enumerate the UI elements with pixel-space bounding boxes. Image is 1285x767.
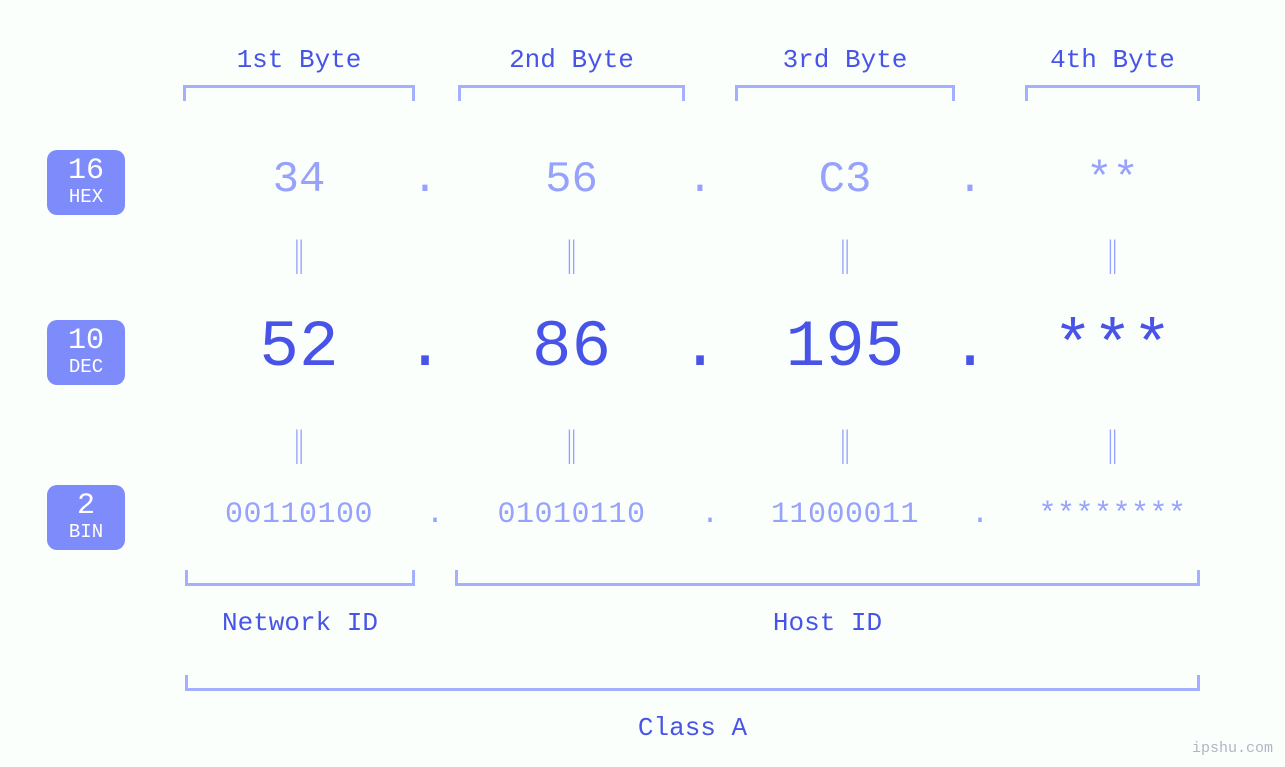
bracket-byte-4 xyxy=(1025,85,1200,101)
hex-byte-1: 34 xyxy=(183,155,415,205)
badge-hex-txt: HEX xyxy=(47,188,125,207)
equals-1-1: || xyxy=(235,234,363,277)
equals-1-3: || xyxy=(785,234,906,277)
bin-byte-1: 00110100 xyxy=(183,498,415,532)
bracket-byte-3 xyxy=(735,85,955,101)
bin-byte-2: 01010110 xyxy=(458,498,685,532)
bin-byte-3: 11000011 xyxy=(735,498,955,532)
bin-dot-2: . xyxy=(690,498,730,532)
byte-label-4: 4th Byte xyxy=(1025,45,1200,75)
equals-2-3: || xyxy=(785,424,906,467)
badge-dec-txt: DEC xyxy=(47,358,125,377)
dec-byte-2: 86 xyxy=(458,310,685,385)
dec-byte-1: 52 xyxy=(183,310,415,385)
byte-label-1: 1st Byte xyxy=(183,45,415,75)
dec-dot-1: . xyxy=(405,310,445,385)
hex-byte-2: 56 xyxy=(458,155,685,205)
byte-label-2: 2nd Byte xyxy=(458,45,685,75)
bracket-host-id xyxy=(455,570,1200,586)
bin-byte-4: ******** xyxy=(1025,498,1200,532)
bracket-byte-2 xyxy=(458,85,685,101)
equals-2-4: || xyxy=(1064,424,1160,467)
hex-byte-4: ** xyxy=(1025,155,1200,205)
bracket-class xyxy=(185,675,1200,691)
hex-dot-1: . xyxy=(405,155,445,205)
hex-dot-3: . xyxy=(950,155,990,205)
label-network-id: Network ID xyxy=(185,608,415,638)
equals-2-2: || xyxy=(509,424,634,467)
badge-hex-num: 16 xyxy=(47,156,125,188)
byte-label-3: 3rd Byte xyxy=(735,45,955,75)
bin-dot-3: . xyxy=(960,498,1000,532)
label-host-id: Host ID xyxy=(455,608,1200,638)
hex-dot-2: . xyxy=(680,155,720,205)
hex-byte-3: C3 xyxy=(735,155,955,205)
equals-1-2: || xyxy=(509,234,634,277)
badge-bin: 2 BIN xyxy=(47,485,125,550)
label-class: Class A xyxy=(185,713,1200,743)
badge-bin-txt: BIN xyxy=(47,523,125,542)
bracket-network-id xyxy=(185,570,415,586)
badge-dec: 10 DEC xyxy=(47,320,125,385)
badge-hex: 16 HEX xyxy=(47,150,125,215)
badge-bin-num: 2 xyxy=(47,491,125,523)
dec-dot-3: . xyxy=(950,310,990,385)
badge-dec-num: 10 xyxy=(47,326,125,358)
dec-dot-2: . xyxy=(680,310,720,385)
bracket-byte-1 xyxy=(183,85,415,101)
equals-1-4: || xyxy=(1064,234,1160,277)
dec-byte-4: *** xyxy=(1025,310,1200,385)
equals-2-1: || xyxy=(235,424,363,467)
dec-byte-3: 195 xyxy=(735,310,955,385)
bin-dot-1: . xyxy=(415,498,455,532)
watermark: ipshu.com xyxy=(1192,740,1273,757)
